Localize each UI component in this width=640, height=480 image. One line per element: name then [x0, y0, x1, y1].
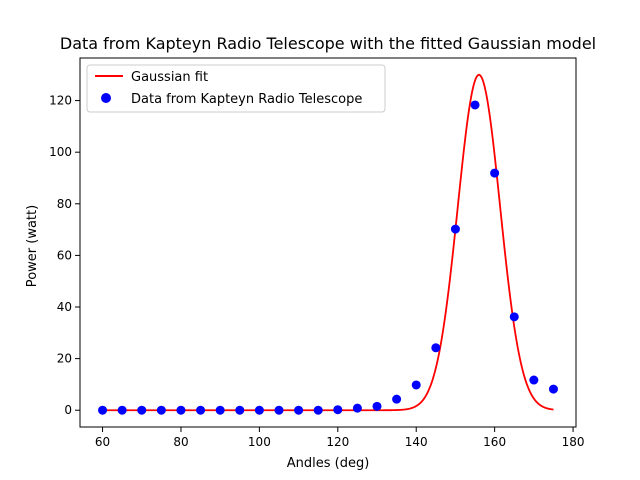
y-axis-label: Power (watt) — [25, 205, 40, 287]
y-tick-label: 0 — [64, 403, 72, 417]
x-tick-label: 60 — [95, 435, 110, 449]
legend-box — [86, 64, 386, 113]
data-point — [411, 380, 421, 390]
y-tick-label: 60 — [57, 248, 72, 262]
legend-entry-data: Data from Kapteyn Radio Telescope — [131, 92, 362, 107]
x-tick-label: 120 — [326, 435, 349, 449]
y-tick-label: 100 — [49, 145, 72, 159]
data-point — [196, 405, 206, 415]
x-axis-ticks: 60 80 100 120 140 160 180 — [95, 427, 585, 449]
data-point — [352, 403, 362, 413]
legend-marker-swatch — [101, 93, 111, 103]
x-tick-label: 80 — [173, 435, 188, 449]
data-point — [274, 405, 284, 415]
data-point — [548, 384, 558, 394]
x-tick-label: 140 — [405, 435, 428, 449]
data-point — [490, 168, 500, 178]
data-point — [294, 405, 304, 415]
data-point — [254, 405, 264, 415]
y-tick-label: 20 — [57, 352, 72, 366]
legend-entry-gaussian-fit: Gaussian fit — [131, 70, 208, 85]
data-point — [137, 405, 147, 415]
data-point — [529, 375, 539, 385]
y-tick-label: 80 — [57, 197, 72, 211]
data-point — [372, 401, 382, 411]
axes-frame — [79, 57, 577, 428]
data-point — [509, 312, 519, 322]
x-axis-label: Andles (deg) — [287, 456, 370, 471]
data-point — [431, 343, 441, 353]
y-axis-ticks: 0 20 40 60 80 100 120 — [49, 94, 80, 417]
data-point — [156, 405, 166, 415]
x-tick-label: 180 — [562, 435, 585, 449]
data-point — [98, 405, 108, 415]
data-point — [313, 405, 323, 415]
data-point — [117, 405, 127, 415]
data-point — [392, 394, 402, 404]
y-tick-label: 40 — [57, 300, 72, 314]
legend: Gaussian fit Data from Kapteyn Radio Tel… — [86, 64, 386, 113]
data-point — [450, 224, 460, 234]
data-point — [333, 405, 343, 415]
x-tick-label: 160 — [483, 435, 506, 449]
data-point — [176, 405, 186, 415]
y-tick-label: 120 — [49, 94, 72, 108]
data-point — [470, 100, 480, 110]
data-point — [235, 405, 245, 415]
x-tick-label: 100 — [248, 435, 271, 449]
chart-title: Data from Kapteyn Radio Telescope with t… — [60, 34, 596, 53]
plot-area — [79, 57, 577, 428]
data-point — [215, 405, 225, 415]
